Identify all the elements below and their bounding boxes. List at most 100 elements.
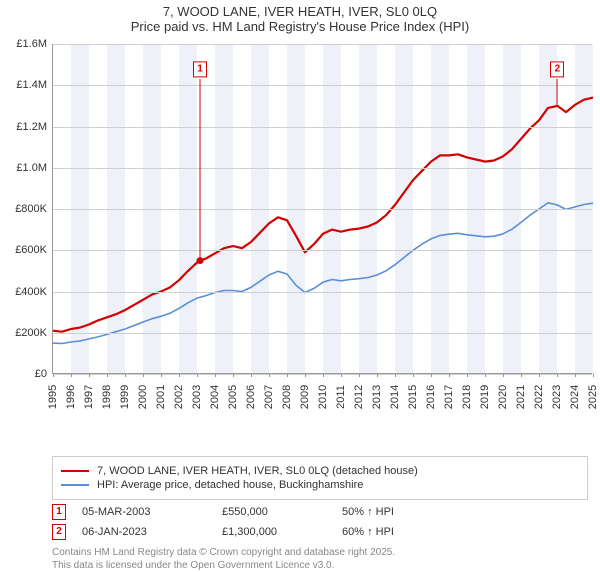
y-tick-label: £0	[35, 368, 47, 380]
x-tick	[125, 373, 126, 377]
legend-swatch	[61, 470, 89, 472]
x-tick	[197, 373, 198, 377]
x-tick	[53, 373, 54, 377]
x-tick	[323, 373, 324, 377]
chart-container: 7, WOOD LANE, IVER HEATH, IVER, SL0 0LQ …	[0, 0, 600, 560]
title-line-2: Price paid vs. HM Land Registry's House …	[0, 19, 600, 34]
y-gridline	[53, 250, 592, 251]
x-tick-label: 2021	[515, 385, 527, 409]
x-tick	[341, 373, 342, 377]
x-tick	[215, 373, 216, 377]
title-line-1: 7, WOOD LANE, IVER HEATH, IVER, SL0 0LQ	[0, 4, 600, 19]
y-gridline	[53, 44, 592, 45]
x-tick-label: 2016	[425, 385, 437, 409]
x-tick	[539, 373, 540, 377]
x-tick-label: 2003	[191, 385, 203, 409]
x-tick-label: 2012	[353, 385, 365, 409]
x-tick-label: 2010	[317, 385, 329, 409]
x-tick	[413, 373, 414, 377]
x-tick-label: 2014	[389, 385, 401, 409]
y-tick-label: £1.2M	[16, 121, 47, 133]
footer: Contains HM Land Registry data © Crown c…	[52, 546, 588, 572]
x-tick	[431, 373, 432, 377]
x-tick-label: 2023	[551, 385, 563, 409]
x-tick-label: 2001	[155, 385, 167, 409]
footer-line-2: This data is licensed under the Open Gov…	[52, 559, 588, 572]
x-tick	[233, 373, 234, 377]
y-gridline	[53, 209, 592, 210]
y-tick-label: £200K	[15, 327, 47, 339]
x-tick-label: 2015	[407, 385, 419, 409]
x-tick-label: 2019	[479, 385, 491, 409]
x-tick-label: 2006	[245, 385, 257, 409]
event-date: 06-JAN-2023	[82, 526, 222, 538]
x-tick	[305, 373, 306, 377]
x-tick	[161, 373, 162, 377]
x-tick-label: 2008	[281, 385, 293, 409]
x-tick-label: 2002	[173, 385, 185, 409]
x-tick-label: 2011	[335, 385, 347, 409]
x-tick-label: 1997	[83, 385, 95, 409]
event-price: £1,300,000	[222, 526, 342, 538]
x-tick-label: 1996	[65, 385, 77, 409]
x-tick	[269, 373, 270, 377]
event-row: 2 06-JAN-2023£1,300,00060% ↑ HPI	[52, 524, 588, 540]
y-tick-label: £600K	[15, 244, 47, 256]
x-tick	[143, 373, 144, 377]
x-tick-label: 1995	[47, 385, 59, 409]
x-tick	[593, 373, 594, 377]
x-tick-label: 2025	[587, 385, 599, 409]
x-tick	[377, 373, 378, 377]
chart-wrap: £0 £200K £400K £600K £800K £1.0M £1.2M £1.4M £1.…	[0, 38, 600, 418]
x-tick-label: 2022	[533, 385, 545, 409]
x-tick-label: 2013	[371, 385, 383, 409]
legend-box: 7, WOOD LANE, IVER HEATH, IVER, SL0 0LQ …	[52, 456, 588, 500]
x-tick	[503, 373, 504, 377]
x-tick	[467, 373, 468, 377]
x-tick-label: 1999	[119, 385, 131, 409]
y-tick-label: £1.4M	[16, 79, 47, 91]
x-tick-label: 1998	[101, 385, 113, 409]
x-tick	[557, 373, 558, 377]
x-tick	[89, 373, 90, 377]
title-block: 7, WOOD LANE, IVER HEATH, IVER, SL0 0LQ …	[0, 0, 600, 38]
x-tick	[179, 373, 180, 377]
series-price_paid	[53, 98, 593, 332]
event-price: £550,000	[222, 506, 342, 518]
y-tick-label: £400K	[15, 286, 47, 298]
event-row: 1 05-MAR-2003£550,00050% ↑ HPI	[52, 504, 588, 520]
marker-label: 1	[193, 61, 207, 77]
series-hpi	[53, 203, 593, 344]
x-tick-label: 2000	[137, 385, 149, 409]
x-tick-label: 2020	[497, 385, 509, 409]
x-tick	[287, 373, 288, 377]
y-tick-label: £800K	[15, 203, 47, 215]
footer-line-1: Contains HM Land Registry data © Crown c…	[52, 546, 588, 559]
y-tick-label: £1.0M	[16, 162, 47, 174]
x-tick	[485, 373, 486, 377]
event-date: 05-MAR-2003	[82, 506, 222, 518]
x-tick-label: 2009	[299, 385, 311, 409]
legend-swatch	[61, 484, 89, 486]
legend-row: HPI: Average price, detached house, Buck…	[61, 479, 579, 491]
event-marker-num: 2	[52, 524, 66, 540]
x-tick	[107, 373, 108, 377]
x-tick-label: 2005	[227, 385, 239, 409]
y-tick-label: £1.6M	[16, 38, 47, 50]
marker-line	[200, 79, 201, 261]
event-marker-num: 1	[52, 504, 66, 520]
marker-label: 2	[550, 61, 564, 77]
x-tick	[395, 373, 396, 377]
legend-label: 7, WOOD LANE, IVER HEATH, IVER, SL0 0LQ …	[97, 465, 418, 477]
y-gridline	[53, 85, 592, 86]
y-gridline	[53, 292, 592, 293]
x-tick	[449, 373, 450, 377]
event-hpi: 60% ↑ HPI	[342, 526, 588, 538]
x-tick	[521, 373, 522, 377]
x-tick-label: 2004	[209, 385, 221, 409]
event-hpi: 50% ↑ HPI	[342, 506, 588, 518]
x-tick-label: 2018	[461, 385, 473, 409]
x-tick	[359, 373, 360, 377]
x-tick-label: 2024	[569, 385, 581, 409]
x-tick	[251, 373, 252, 377]
